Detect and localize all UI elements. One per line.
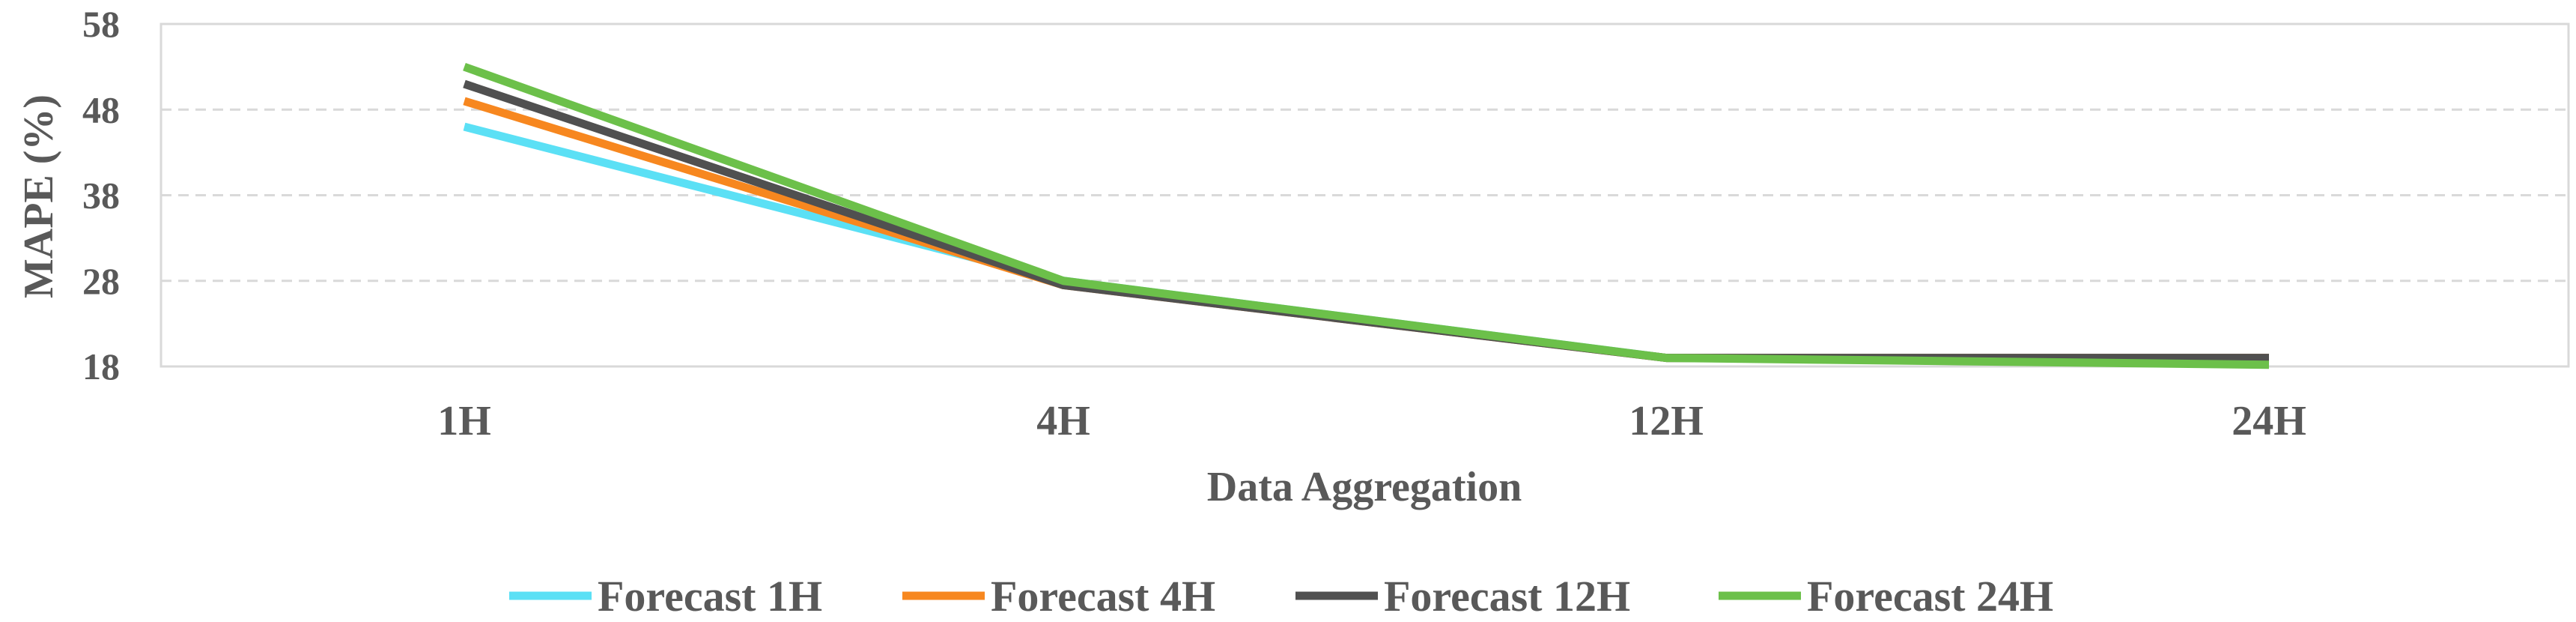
legend-label: Forecast 1H <box>598 572 822 621</box>
gridlines <box>161 108 2569 283</box>
legend-label: Forecast 24H <box>1807 572 2053 621</box>
y-tick-label: 48 <box>82 88 120 130</box>
y-tick-label: 28 <box>82 260 120 302</box>
legend-label: Forecast 12H <box>1384 572 1630 621</box>
y-tick-label: 18 <box>82 345 120 387</box>
y-axis-ticks: 18 28 38 48 58 <box>82 3 120 387</box>
x-tick-label: 12H <box>1629 398 1704 444</box>
y-tick-label: 38 <box>82 175 120 217</box>
legend: Forecast 1H Forecast 4H Forecast 12H Foreca… <box>509 572 2053 621</box>
y-axis-title: MAPE (%) <box>16 94 62 298</box>
plot-area <box>160 22 2570 368</box>
series-lines <box>463 62 2270 369</box>
x-tick-label: 1H <box>437 398 491 444</box>
x-tick-label: 4H <box>1036 398 1090 444</box>
x-axis-title: Data Aggregation <box>1207 464 1522 510</box>
y-tick-label: 58 <box>82 3 120 45</box>
x-tick-label: 24H <box>2232 398 2306 444</box>
legend-label: Forecast 4H <box>991 572 1215 621</box>
series-line-forecast-24h <box>463 62 2270 369</box>
x-axis-ticks: 1H 4H 12H 24H <box>437 398 2306 444</box>
